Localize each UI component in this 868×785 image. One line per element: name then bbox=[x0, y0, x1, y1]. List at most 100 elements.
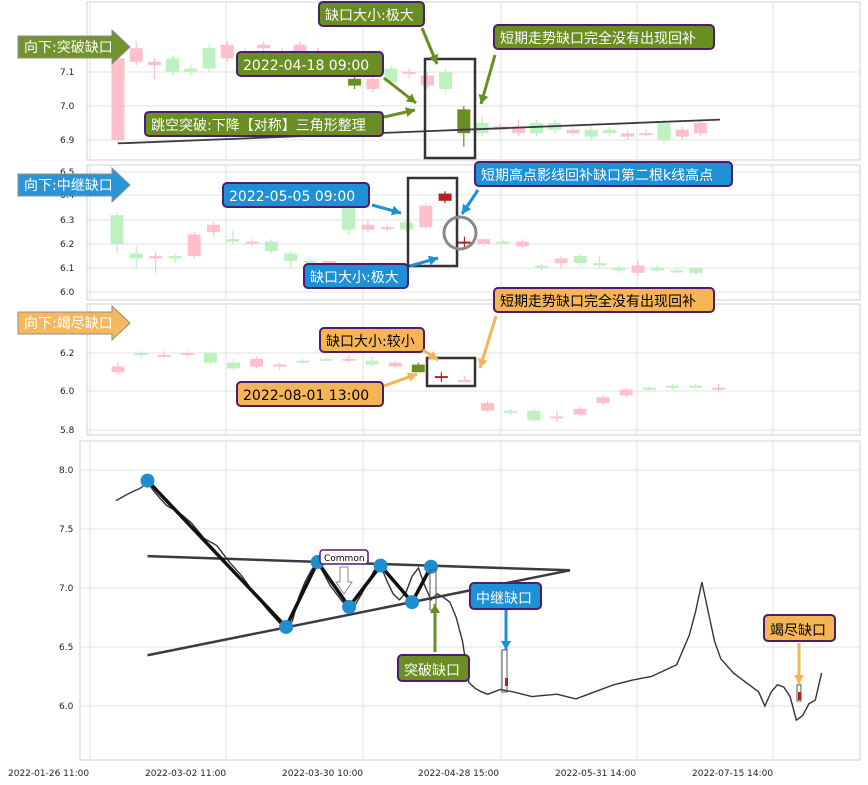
candle-body bbox=[273, 364, 287, 367]
gap-size-label: 缺口大小:极大 bbox=[303, 263, 409, 289]
exhaustion-gap-fill bbox=[798, 692, 801, 700]
tag-arrow-shape bbox=[17, 166, 131, 204]
candle-body bbox=[573, 256, 587, 264]
candle-body bbox=[250, 358, 264, 367]
gap-fill-arrow bbox=[478, 54, 497, 105]
arrow-head bbox=[430, 604, 440, 613]
tag-arrow-shape bbox=[17, 28, 131, 66]
candle-body bbox=[566, 129, 580, 134]
y-tick-label: 6.2 bbox=[60, 240, 74, 250]
gap-time-arrow bbox=[383, 76, 417, 105]
pivot-point bbox=[342, 599, 357, 614]
gap-time-label: 2022-08-01 13:00 bbox=[236, 381, 384, 407]
panel-frame bbox=[86, 303, 861, 436]
candle-body bbox=[411, 364, 425, 373]
candle-body bbox=[612, 268, 626, 271]
tag-exhaustion: 向下:竭尽缺口 bbox=[17, 304, 131, 342]
y-tick-label: 6.5 bbox=[60, 168, 74, 178]
candle-body bbox=[515, 241, 529, 247]
annotation-box bbox=[303, 263, 409, 289]
tag-arrow-shape bbox=[17, 304, 131, 342]
x-tick-label: 2022-04-28 15:00 bbox=[418, 769, 499, 779]
gap-fill-circle bbox=[442, 215, 478, 251]
pattern-arrow bbox=[383, 107, 416, 119]
candle-body bbox=[110, 215, 124, 244]
candle-body bbox=[434, 376, 448, 379]
arrow-head bbox=[478, 93, 489, 104]
y-tick-label: 6.0 bbox=[60, 387, 75, 397]
runaway-marker-arrow bbox=[501, 610, 511, 650]
annotation-text: 缺口大小:极大 bbox=[310, 270, 399, 286]
candle-body bbox=[134, 353, 148, 355]
candle-body bbox=[621, 133, 635, 137]
candle-body bbox=[129, 48, 143, 62]
common-text: Common bbox=[324, 554, 365, 564]
candle-body bbox=[439, 72, 453, 89]
annotation-box bbox=[493, 24, 715, 50]
y-tick-label: 6.9 bbox=[60, 136, 75, 146]
gap-time-label: 2022-04-18 09:00 bbox=[236, 51, 384, 77]
arrow-shaft bbox=[478, 315, 498, 369]
candle-body bbox=[458, 379, 471, 382]
arrow-head bbox=[405, 93, 416, 103]
y-tick-label: 7.1 bbox=[60, 68, 74, 78]
candle-body bbox=[675, 129, 689, 137]
gap-fill-label: 短期走势缺口完全没有出现回补 bbox=[493, 24, 715, 50]
gap-size-arrow bbox=[422, 348, 439, 362]
annotation-box bbox=[318, 1, 425, 27]
annotation-text: 短期走势缺口完全没有出现回补 bbox=[500, 30, 696, 47]
arrow-head bbox=[427, 255, 438, 266]
gap-size-label: 缺口大小:极大 bbox=[318, 1, 425, 27]
candle-body bbox=[361, 224, 375, 230]
candle-body bbox=[342, 358, 356, 361]
x-tick-label: 2022-03-30 10:00 bbox=[282, 769, 363, 779]
x-tick-label: 2022-07-15 14:00 bbox=[692, 769, 773, 779]
candle-body bbox=[168, 256, 182, 259]
candle-body bbox=[639, 133, 653, 136]
candle-body bbox=[366, 78, 380, 89]
tag-label: 向下:中继缺口 bbox=[24, 178, 113, 194]
gap-highlight-box bbox=[406, 176, 459, 268]
annotation-box bbox=[236, 381, 384, 407]
candle-body bbox=[438, 193, 452, 201]
candle-body bbox=[227, 362, 240, 369]
candle-body bbox=[400, 222, 413, 230]
candle-body bbox=[689, 268, 703, 273]
annotation-text: 短期走势缺口完全没有出现回补 bbox=[500, 293, 696, 310]
common-box bbox=[319, 549, 369, 565]
annotation-text: 2022-04-18 09:00 bbox=[243, 58, 369, 74]
annotation-text: 2022-08-01 13:00 bbox=[243, 388, 369, 404]
annotation-text: 突破缺口 bbox=[404, 663, 460, 679]
candle-body bbox=[530, 123, 544, 134]
candle-body bbox=[166, 58, 180, 72]
candle-body bbox=[111, 366, 125, 373]
pivot-point bbox=[140, 473, 155, 488]
gap-size-arrow bbox=[420, 27, 439, 65]
pivot-point bbox=[405, 595, 420, 610]
gap-fill-label: 短期高点影线回补缺口第二根k线高点 bbox=[474, 161, 733, 187]
arrow-head bbox=[477, 357, 488, 368]
y-tick-label: 6.2 bbox=[60, 349, 74, 359]
annotation-text: 缺口大小:极大 bbox=[325, 8, 414, 24]
candle-body bbox=[220, 44, 234, 59]
candle-body bbox=[149, 256, 163, 259]
candle-body bbox=[402, 72, 416, 74]
breakaway-marker-label: 突破缺口 bbox=[397, 654, 470, 682]
candle-body bbox=[180, 353, 194, 355]
annotation-text: 竭尽缺口 bbox=[770, 623, 826, 639]
candle-body bbox=[657, 123, 671, 140]
gap-fill-arrow bbox=[477, 315, 498, 369]
candle-body bbox=[157, 354, 171, 357]
pattern-label: 跳空突破:下降【对称】三角形整理 bbox=[144, 111, 384, 137]
candle-body bbox=[129, 253, 143, 259]
runaway-marker-label: 中继缺口 bbox=[469, 582, 542, 610]
candle-body bbox=[293, 44, 307, 52]
gap-fill-label: 短期走势缺口完全没有出现回补 bbox=[493, 287, 715, 313]
candle-body bbox=[384, 68, 398, 83]
candle-body bbox=[712, 387, 726, 390]
candle-body bbox=[388, 362, 402, 367]
arrow-head bbox=[501, 641, 511, 650]
annotation-text: 短期高点影线回补缺口第二根k线高点 bbox=[481, 167, 713, 184]
candle-body bbox=[631, 265, 645, 273]
